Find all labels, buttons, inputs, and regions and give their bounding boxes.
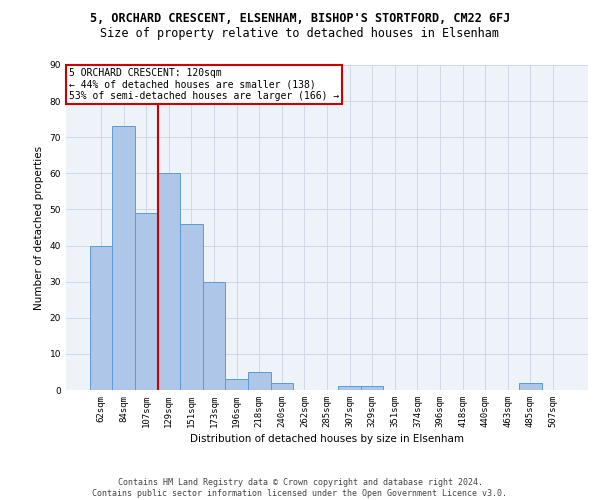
Bar [248,372,271,390]
Bar [90,246,112,390]
Text: Size of property relative to detached houses in Elsenham: Size of property relative to detached ho… [101,28,499,40]
Bar [338,386,361,390]
Bar [203,282,226,390]
Bar [180,224,203,390]
Text: 5, ORCHARD CRESCENT, ELSENHAM, BISHOP'S STORTFORD, CM22 6FJ: 5, ORCHARD CRESCENT, ELSENHAM, BISHOP'S … [90,12,510,26]
Y-axis label: Number of detached properties: Number of detached properties [34,146,44,310]
X-axis label: Distribution of detached houses by size in Elsenham: Distribution of detached houses by size … [190,434,464,444]
Text: Contains HM Land Registry data © Crown copyright and database right 2024.
Contai: Contains HM Land Registry data © Crown c… [92,478,508,498]
Bar [519,383,542,390]
Bar [158,174,180,390]
Bar [361,386,383,390]
Bar [226,379,248,390]
Text: 5 ORCHARD CRESCENT: 120sqm
← 44% of detached houses are smaller (138)
53% of sem: 5 ORCHARD CRESCENT: 120sqm ← 44% of deta… [68,68,339,102]
Bar [271,383,293,390]
Bar [112,126,135,390]
Bar [135,213,158,390]
